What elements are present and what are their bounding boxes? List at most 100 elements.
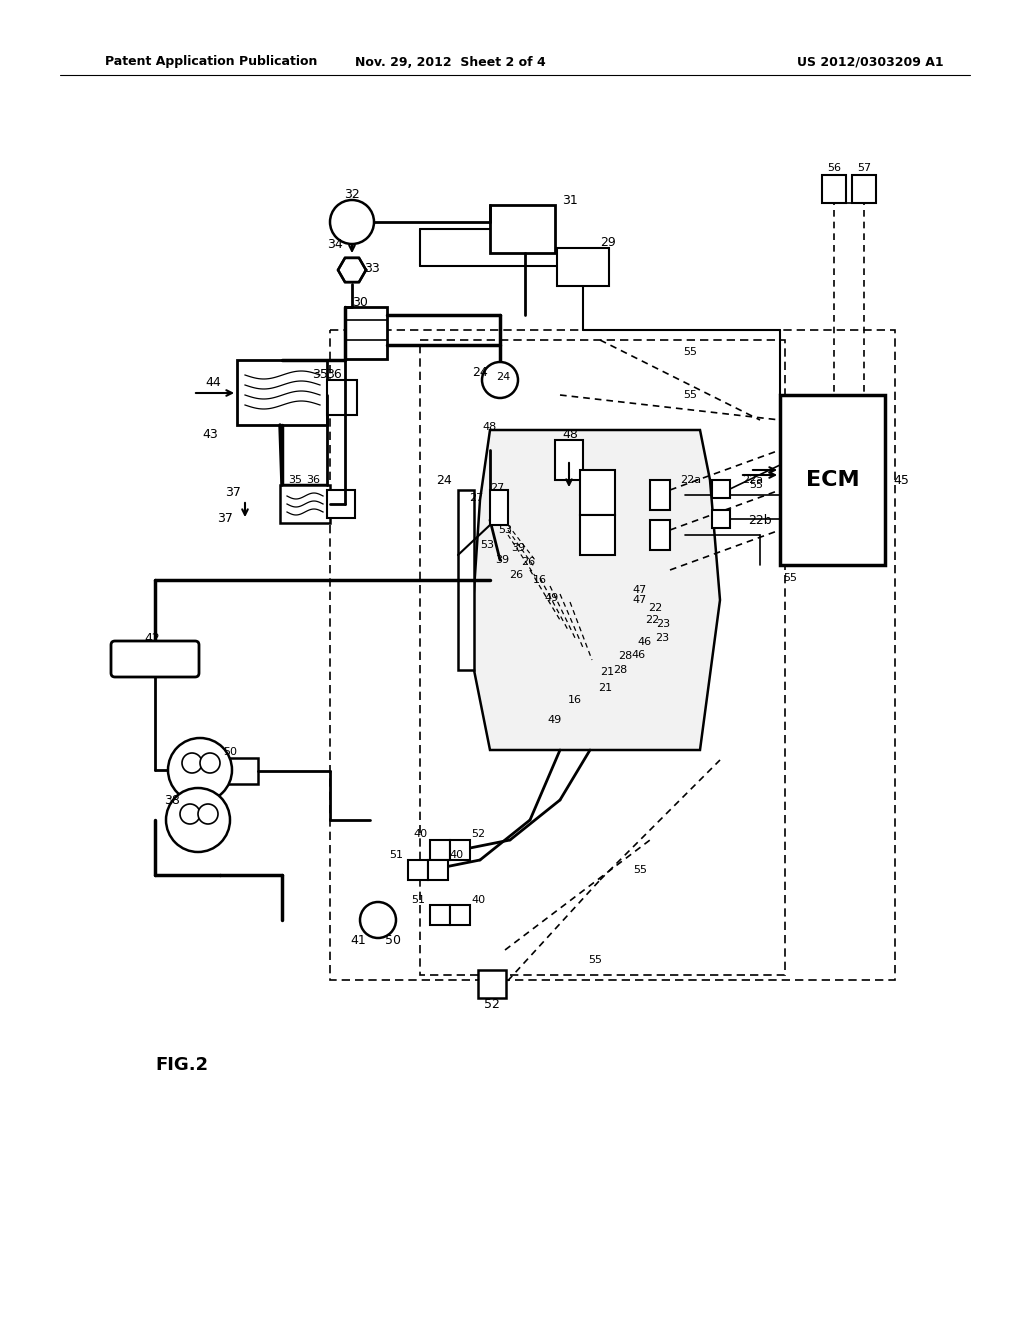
Text: 48: 48 bbox=[483, 422, 497, 432]
Text: 28: 28 bbox=[613, 665, 627, 675]
Text: 50: 50 bbox=[223, 747, 237, 756]
Text: 40: 40 bbox=[449, 850, 463, 861]
Text: 42: 42 bbox=[144, 631, 160, 644]
Bar bbox=[450, 906, 470, 925]
Text: 47: 47 bbox=[633, 595, 647, 605]
Text: 39: 39 bbox=[495, 554, 509, 565]
Text: 55: 55 bbox=[683, 347, 697, 356]
Circle shape bbox=[330, 201, 374, 244]
Text: 30: 30 bbox=[352, 296, 368, 309]
Polygon shape bbox=[470, 430, 720, 750]
Text: 27: 27 bbox=[489, 483, 504, 492]
Text: 53: 53 bbox=[480, 540, 494, 550]
Circle shape bbox=[180, 804, 200, 824]
Text: 55: 55 bbox=[749, 480, 763, 490]
Text: 16: 16 bbox=[568, 696, 582, 705]
Text: 46: 46 bbox=[638, 638, 652, 647]
Text: 24: 24 bbox=[472, 366, 487, 379]
Circle shape bbox=[200, 752, 220, 774]
Text: 55: 55 bbox=[683, 389, 697, 400]
Bar bbox=[478, 970, 506, 998]
FancyBboxPatch shape bbox=[111, 642, 199, 677]
Bar bbox=[650, 520, 670, 550]
Text: 52: 52 bbox=[471, 829, 485, 840]
Text: 27: 27 bbox=[469, 492, 483, 503]
Text: 40: 40 bbox=[413, 829, 427, 840]
Text: 22b: 22b bbox=[749, 513, 772, 527]
Bar bbox=[852, 176, 876, 203]
Text: 36: 36 bbox=[306, 475, 319, 484]
Bar bbox=[450, 840, 470, 861]
Text: 28: 28 bbox=[617, 651, 632, 661]
Text: 43: 43 bbox=[202, 429, 218, 441]
Text: 48: 48 bbox=[562, 428, 578, 441]
Bar bbox=[822, 176, 846, 203]
Bar bbox=[330, 330, 895, 979]
Text: 47: 47 bbox=[633, 585, 647, 595]
Text: 33: 33 bbox=[365, 261, 380, 275]
Text: 21: 21 bbox=[600, 667, 614, 677]
Bar bbox=[408, 861, 428, 880]
Circle shape bbox=[168, 738, 232, 803]
Text: 51: 51 bbox=[411, 895, 425, 906]
Text: Patent Application Publication: Patent Application Publication bbox=[105, 55, 317, 69]
Text: 46: 46 bbox=[631, 649, 645, 660]
Bar bbox=[458, 490, 474, 671]
Text: 45: 45 bbox=[893, 474, 909, 487]
Text: 29: 29 bbox=[600, 235, 615, 248]
Bar bbox=[580, 470, 615, 515]
Text: 53: 53 bbox=[498, 525, 512, 535]
Bar bbox=[428, 861, 449, 880]
Text: 24: 24 bbox=[496, 372, 510, 381]
Text: 56: 56 bbox=[827, 162, 841, 173]
Bar bbox=[430, 840, 450, 861]
Text: 23: 23 bbox=[655, 634, 669, 643]
Bar bbox=[420, 341, 785, 975]
Text: US 2012/0303209 A1: US 2012/0303209 A1 bbox=[797, 55, 943, 69]
Text: 49: 49 bbox=[548, 715, 562, 725]
Text: 51: 51 bbox=[389, 850, 403, 861]
Bar bbox=[237, 360, 327, 425]
Text: 35: 35 bbox=[312, 368, 328, 381]
Text: 55: 55 bbox=[633, 865, 647, 875]
Text: 57: 57 bbox=[857, 162, 871, 173]
Circle shape bbox=[198, 804, 218, 824]
Bar bbox=[345, 308, 387, 359]
Bar bbox=[580, 515, 615, 554]
Bar bbox=[712, 480, 730, 498]
Text: FIG.2: FIG.2 bbox=[155, 1056, 208, 1074]
Text: ECM: ECM bbox=[806, 470, 859, 490]
Text: 37: 37 bbox=[217, 511, 232, 524]
Bar bbox=[490, 205, 555, 253]
Bar bbox=[327, 490, 355, 517]
Text: 49: 49 bbox=[545, 593, 559, 603]
Bar bbox=[650, 480, 670, 510]
Text: 55: 55 bbox=[588, 954, 602, 965]
Text: 50: 50 bbox=[385, 933, 401, 946]
Bar bbox=[220, 758, 258, 784]
Text: 38: 38 bbox=[164, 793, 180, 807]
Circle shape bbox=[182, 752, 202, 774]
Text: 39: 39 bbox=[511, 543, 525, 553]
Text: 26: 26 bbox=[521, 557, 536, 568]
Circle shape bbox=[360, 902, 396, 939]
Polygon shape bbox=[338, 257, 366, 282]
Text: 22a: 22a bbox=[742, 475, 763, 484]
Bar bbox=[555, 440, 583, 480]
Bar bbox=[712, 510, 730, 528]
Text: 22: 22 bbox=[648, 603, 663, 612]
Bar bbox=[490, 490, 508, 525]
Text: 26: 26 bbox=[509, 570, 523, 579]
Text: 31: 31 bbox=[562, 194, 578, 206]
Text: 21: 21 bbox=[598, 682, 612, 693]
Text: 34: 34 bbox=[327, 238, 343, 251]
Text: Nov. 29, 2012  Sheet 2 of 4: Nov. 29, 2012 Sheet 2 of 4 bbox=[354, 55, 546, 69]
Text: 40: 40 bbox=[471, 895, 485, 906]
Bar bbox=[780, 395, 885, 565]
Text: 22: 22 bbox=[645, 615, 659, 624]
Text: 22a: 22a bbox=[680, 475, 701, 484]
Text: 16: 16 bbox=[534, 576, 547, 585]
Bar bbox=[327, 380, 357, 414]
Text: 41: 41 bbox=[350, 933, 366, 946]
Circle shape bbox=[482, 362, 518, 399]
